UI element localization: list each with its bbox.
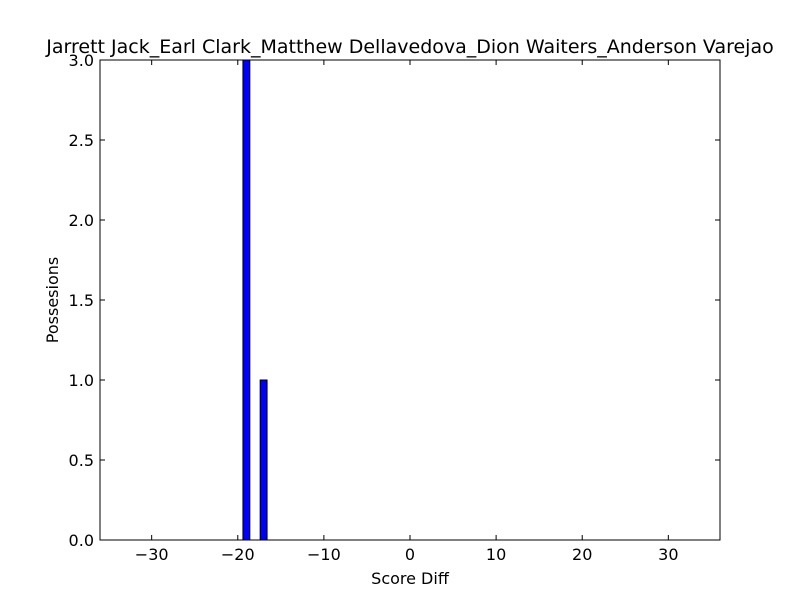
chart-title: Jarrett Jack_Earl Clark_Matthew Dellaved… <box>45 36 773 58</box>
y-tick-label: 0.5 <box>69 451 94 470</box>
x-tick-label: 20 <box>572 545 592 564</box>
y-tick-label: 1.5 <box>69 291 94 310</box>
x-tick-label: 10 <box>486 545 506 564</box>
x-tick-label: 0 <box>405 545 415 564</box>
y-tick-label: 2.0 <box>69 211 94 230</box>
bars-layer <box>242 59 268 541</box>
x-tick-label: 30 <box>658 545 678 564</box>
y-tick-label: 2.5 <box>69 131 94 150</box>
x-axis-ticks: −30 −20 −10 0 10 20 30 <box>135 60 679 564</box>
x-tick-label: −30 <box>135 545 169 564</box>
y-tick-label: 3.0 <box>69 51 94 70</box>
plot-area-frame <box>99 59 721 541</box>
bar--19 <box>242 59 251 541</box>
x-tick-label: −10 <box>307 545 341 564</box>
x-axis-label: Score Diff <box>371 569 450 588</box>
y-tick-label: 0.0 <box>69 531 94 550</box>
y-axis-label: Possesions <box>43 257 62 343</box>
y-axis-ticks: 0.0 0.5 1.0 1.5 2.0 2.5 3.0 <box>69 51 720 550</box>
x-tick-label: −20 <box>221 545 255 564</box>
y-tick-label: 1.0 <box>69 371 94 390</box>
bar--17 <box>259 379 268 541</box>
